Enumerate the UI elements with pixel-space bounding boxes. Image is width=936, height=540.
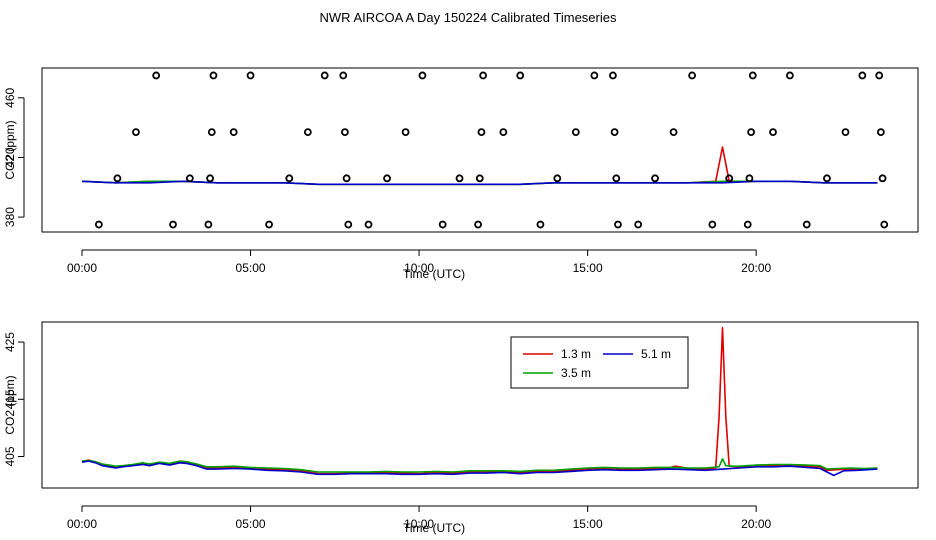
x-tick-label: 05:00 <box>236 261 266 275</box>
legend-label: 5.1 m <box>641 347 671 361</box>
chart-title: NWR AIRCOA A Day 150224 Calibrated Times… <box>320 10 617 25</box>
data-point-marker <box>590 71 599 80</box>
x-tick-label: 10:00 <box>404 517 434 531</box>
y-tick-label: 380 <box>3 207 17 227</box>
x-axis-label: Time (UTC) <box>403 267 465 281</box>
data-point-marker <box>880 220 889 229</box>
series-line-5-1-m <box>81 180 878 186</box>
series-line-1-3-m <box>81 146 878 186</box>
data-point-marker <box>785 71 794 80</box>
y-axis-label: CO2 (ppm) <box>3 375 17 434</box>
data-point-marker <box>132 128 140 137</box>
data-point-marker <box>802 220 811 229</box>
data-point-marker <box>477 128 486 137</box>
legend-box <box>510 336 689 389</box>
data-point-marker <box>708 220 717 229</box>
data-point-marker <box>743 220 752 229</box>
data-point-marker <box>475 174 484 183</box>
y-axis-label: CO2 (ppm) <box>3 120 17 179</box>
data-point-marker <box>438 220 447 229</box>
data-point-marker <box>669 128 678 137</box>
data-point-marker <box>265 220 273 229</box>
data-point-marker <box>688 71 697 80</box>
data-point-marker <box>875 71 884 80</box>
data-point-marker <box>479 71 488 80</box>
data-point-marker <box>185 174 194 183</box>
y-tick-label: 425 <box>3 332 17 352</box>
series-line-5-1-m <box>81 460 878 477</box>
data-point-marker <box>878 174 887 183</box>
data-point-marker <box>383 174 391 183</box>
data-point-marker <box>516 71 525 80</box>
data-point-marker <box>745 174 754 183</box>
data-point-marker <box>418 71 427 80</box>
series-line-1-3-m <box>81 326 878 475</box>
x-tick-label: 00:00 <box>67 261 97 275</box>
legend-label: 1.3 m <box>561 347 591 361</box>
data-point-marker <box>209 71 218 80</box>
data-point-marker <box>651 174 659 183</box>
plot-frame <box>41 321 919 489</box>
data-point-marker <box>823 174 831 183</box>
series-line-3-5-m <box>81 457 878 473</box>
data-point-marker <box>285 174 294 183</box>
y-tick-label: 405 <box>3 446 17 466</box>
data-point-marker <box>342 174 351 183</box>
data-point-marker <box>94 220 103 229</box>
data-point-marker <box>858 71 867 80</box>
data-point-marker <box>634 220 643 229</box>
data-point-marker <box>536 220 545 229</box>
y-tick-label: 420 <box>3 147 17 167</box>
x-axis-label: Time (UTC) <box>403 521 465 535</box>
data-point-marker <box>455 174 464 183</box>
data-point-marker <box>169 220 177 229</box>
data-point-marker <box>553 174 562 183</box>
data-point-marker <box>364 220 373 229</box>
data-point-marker <box>303 128 312 137</box>
plot-frame <box>41 67 919 233</box>
chart-legend: 1.3 m 5.1 m 3.5 m <box>510 336 689 389</box>
data-point-marker <box>206 174 214 183</box>
y-tick-label: 415 <box>3 389 17 409</box>
data-point-marker <box>113 174 122 183</box>
x-tick-label: 20:00 <box>741 517 771 531</box>
data-point-marker <box>246 71 255 80</box>
data-point-marker <box>610 128 619 137</box>
data-point-marker <box>339 71 348 80</box>
data-point-marker <box>207 128 216 137</box>
data-point-marker <box>841 128 850 137</box>
y-tick-label: 460 <box>3 87 17 107</box>
data-point-marker <box>344 220 353 229</box>
legend-label: 3.5 m <box>561 366 591 380</box>
data-point-marker <box>320 71 329 80</box>
data-point-marker <box>612 174 621 183</box>
data-point-marker <box>769 128 777 137</box>
data-point-marker <box>474 220 482 229</box>
data-point-marker <box>876 128 885 137</box>
x-tick-label: 05:00 <box>236 517 266 531</box>
data-point-marker <box>747 128 756 137</box>
data-point-marker <box>204 220 213 229</box>
data-point-marker <box>748 71 757 80</box>
x-tick-label: 10:00 <box>404 261 434 275</box>
bottom-panel: 00:00 05:00 10:00 15:00 20:00 405 415 425 Time (… <box>3 321 919 535</box>
data-point-marker <box>499 128 508 137</box>
x-tick-label: 00:00 <box>67 517 97 531</box>
data-point-marker <box>401 128 410 137</box>
x-tick-label: 15:00 <box>573 517 603 531</box>
data-point-marker <box>571 128 580 137</box>
data-point-marker <box>725 174 734 183</box>
data-point-marker <box>152 71 161 80</box>
x-tick-label: 20:00 <box>741 261 771 275</box>
data-point-marker <box>229 128 238 137</box>
data-point-marker <box>341 128 349 137</box>
data-point-marker <box>614 220 622 229</box>
x-tick-label: 15:00 <box>573 261 603 275</box>
data-point-marker <box>609 71 617 80</box>
top-panel: 00:00 05:00 10:00 15:00 20:00 380 420 460 Time (… <box>3 67 919 281</box>
